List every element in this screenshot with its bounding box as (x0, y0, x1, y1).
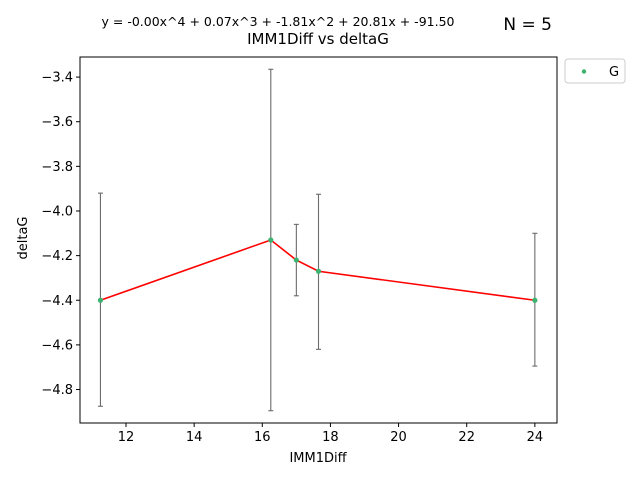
legend: G (564, 58, 626, 84)
x-tick-label-0: 12 (118, 430, 135, 445)
y-tick-label-3: −4.2 (41, 249, 73, 264)
sample-count-annotation: N = 5 (503, 15, 552, 35)
y-tick-label-6: −3.6 (41, 115, 73, 130)
x-axis-label: IMM1Diff (289, 451, 347, 466)
data-point-3 (315, 268, 322, 274)
y-tick-label-5: −3.8 (41, 160, 73, 175)
legend-label: G (609, 65, 619, 80)
plot-frame (79, 56, 558, 424)
plot-area: 12 14 16 18 20 22 24 −4.8 −4.6 −4.4 −4.2 −4.0 −3.8 −3… (41, 56, 558, 445)
chart-title: IMM1Diff vs deltaG (247, 30, 389, 48)
x-tick-label-1: 14 (186, 430, 203, 445)
x-tick-label-3: 18 (322, 430, 339, 445)
y-tick-label-4: −4.0 (41, 204, 73, 219)
legend-box (564, 58, 626, 84)
x-tick-label-2: 16 (254, 430, 271, 445)
y-tick-label-2: −4.4 (41, 294, 73, 309)
y-tick-label-0: −4.8 (41, 383, 73, 398)
data-point-0 (97, 297, 104, 303)
fit-equation: y = -0.00x^4 + 0.07x^3 + -1.81x^2 + 20.8… (102, 14, 455, 29)
x-tick-label-4: 20 (390, 430, 407, 445)
x-tick-label-5: 22 (458, 430, 475, 445)
y-tick-label-7: −3.4 (41, 71, 73, 86)
data-point-2 (293, 257, 299, 263)
y-tick-label-1: −4.6 (41, 338, 73, 353)
data-point-4 (532, 297, 538, 303)
data-point-1 (268, 237, 274, 243)
legend-marker (581, 69, 587, 74)
y-axis-label: deltaG (16, 217, 31, 260)
x-tick-label-6: 24 (527, 430, 544, 445)
